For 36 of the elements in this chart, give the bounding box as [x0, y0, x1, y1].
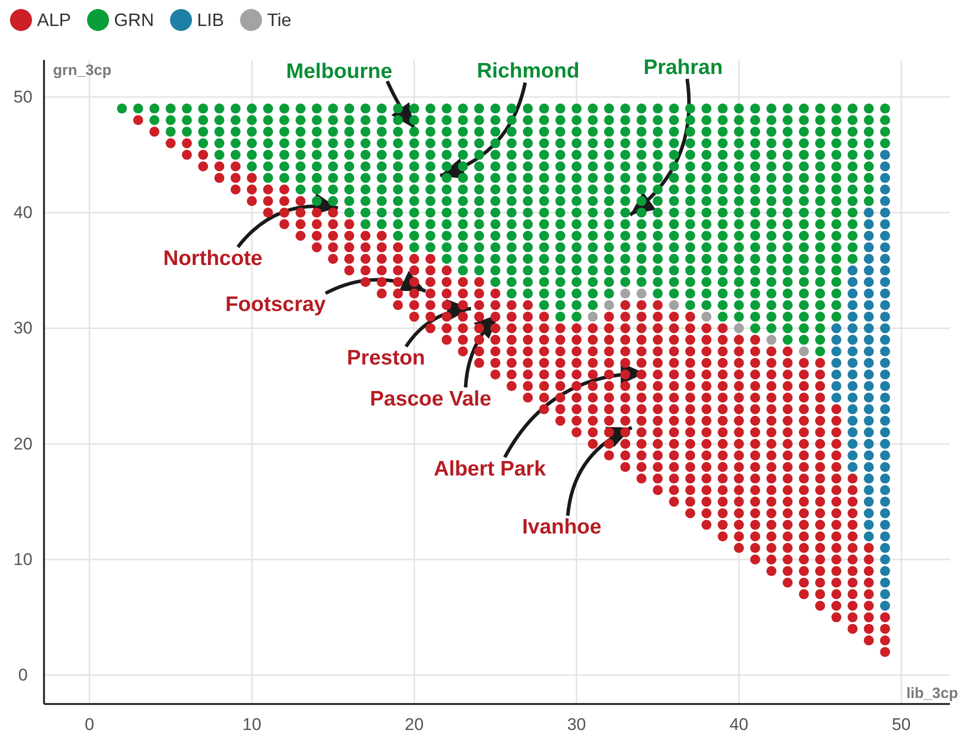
x-tick-label: 40: [729, 715, 748, 734]
legend-label: ALP: [37, 10, 72, 30]
y-axis-title: grn_3cp: [53, 62, 112, 79]
y-tick-label: 40: [14, 203, 32, 222]
y-tick-label: 50: [14, 87, 32, 106]
annotation: Richmond: [476, 60, 580, 83]
annotation: Ivanhoe: [522, 516, 602, 539]
legend-label: Tie: [267, 10, 292, 30]
point: [604, 300, 614, 310]
point: [588, 312, 598, 322]
x-tick-label: 0: [84, 715, 94, 734]
annotation: Prahran: [643, 56, 723, 79]
point: [620, 288, 630, 299]
y-tick-label: 20: [14, 434, 32, 454]
x-tick-label: 30: [567, 715, 586, 734]
point: [734, 323, 744, 334]
annotation: Pascoe Vale: [370, 387, 492, 410]
point: [668, 300, 679, 310]
x-tick-label: 50: [892, 715, 911, 734]
legend-label: LIB: [197, 10, 224, 30]
point: [701, 312, 712, 322]
legend-label: GRN: [114, 10, 154, 30]
annotation: Northcote: [163, 246, 262, 270]
point: [798, 346, 809, 356]
x-axis-title: lib_3cp: [906, 685, 958, 702]
point: [766, 334, 776, 345]
x-tick-label: 10: [242, 715, 262, 734]
y-tick-label: 30: [14, 318, 32, 338]
annotation: Albert Park: [434, 457, 546, 480]
point: [636, 288, 647, 299]
annotation: Melbourne: [286, 60, 392, 84]
y-tick-label: 10: [14, 550, 32, 569]
x-tick-label: 20: [404, 715, 424, 734]
annotation: Preston: [346, 346, 426, 370]
annotation: Footscray: [225, 293, 326, 316]
y-tick-label: 0: [18, 666, 28, 685]
